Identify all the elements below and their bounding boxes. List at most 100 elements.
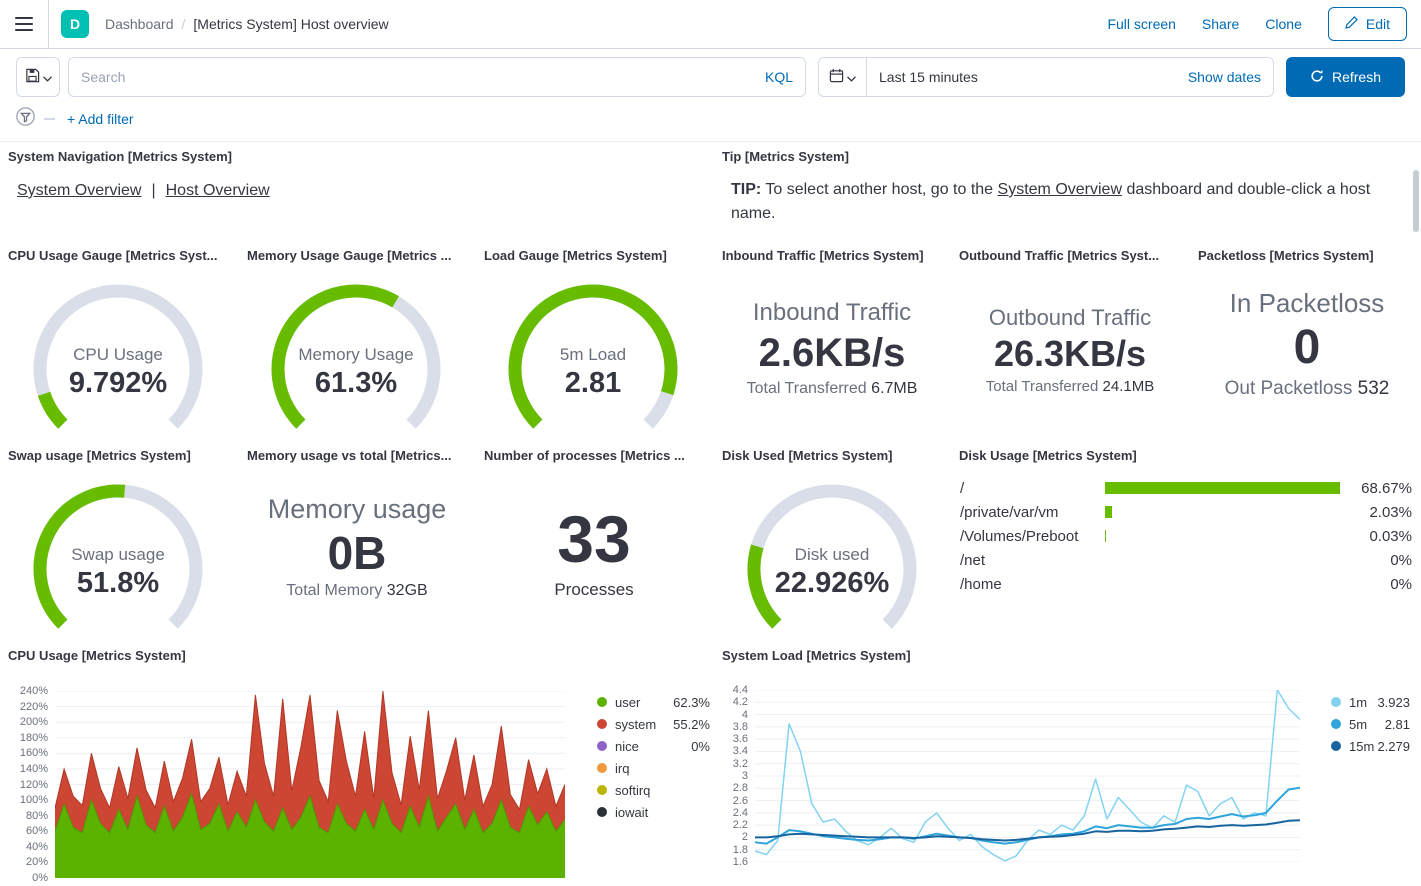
panel-title-processes: Number of processes [Metrics ... bbox=[484, 448, 685, 463]
disk-mount-label: /Volumes/Preboot bbox=[960, 527, 1079, 545]
disk-usage-bar bbox=[1105, 578, 1340, 590]
panel-title-inbound: Inbound Traffic [Metrics System] bbox=[722, 248, 924, 263]
disk-usage-bar bbox=[1105, 506, 1340, 518]
edit-button[interactable]: Edit bbox=[1327, 7, 1407, 41]
legend-item[interactable]: system 55.2% bbox=[597, 713, 710, 735]
tip-system-overview-link[interactable]: System Overview bbox=[997, 181, 1122, 198]
panel-title-load-chart: System Load [Metrics System] bbox=[722, 648, 911, 663]
disk-mount-label: / bbox=[960, 479, 965, 497]
hamburger-menu-icon[interactable] bbox=[0, 0, 49, 48]
legend-item[interactable]: 1m 3.923 bbox=[1331, 691, 1410, 713]
gauge-label: Disk used bbox=[794, 545, 870, 564]
system-load-chart bbox=[754, 689, 1301, 863]
top-actions: Full screen Share Clone Edit bbox=[1107, 7, 1421, 41]
refresh-button[interactable]: Refresh bbox=[1286, 57, 1405, 97]
space-logo[interactable]: D bbox=[61, 10, 89, 38]
full-screen-link[interactable]: Full screen bbox=[1107, 16, 1176, 32]
scrollbar[interactable] bbox=[1413, 170, 1419, 232]
legend-value: 2.81 bbox=[1384, 716, 1410, 732]
legend-color-dot bbox=[1331, 719, 1341, 729]
filter-divider bbox=[44, 118, 55, 120]
share-link[interactable]: Share bbox=[1201, 16, 1240, 32]
saved-query-button[interactable] bbox=[16, 57, 60, 97]
disk-mount-label: /home bbox=[960, 575, 1002, 593]
gauge-value: 61.3% bbox=[314, 367, 398, 399]
disk-usage-value: 0% bbox=[1390, 551, 1412, 569]
gauge-label: CPU Usage bbox=[73, 345, 163, 364]
disk-usage-row: / 68.67% bbox=[960, 476, 1412, 500]
metric-value: 0 bbox=[1293, 321, 1321, 374]
panel-title-outbound: Outbound Traffic [Metrics Syst... bbox=[959, 248, 1160, 263]
legend-label: system bbox=[615, 716, 657, 732]
processes-metric: 33 Processes bbox=[475, 504, 713, 600]
legend-label: iowait bbox=[615, 804, 649, 820]
memory-vs-total-metric: Memory usage 0B Total Memory 32GB bbox=[238, 492, 476, 600]
filter-icon[interactable] bbox=[16, 107, 35, 131]
metric-label: Outbound Traffic bbox=[988, 305, 1152, 330]
gauge-value: 9.792% bbox=[68, 367, 168, 399]
metric-label: Inbound Traffic bbox=[752, 299, 912, 326]
refresh-button-label: Refresh bbox=[1331, 69, 1382, 85]
panel-title-disk-usage: Disk Usage [Metrics System] bbox=[959, 448, 1137, 463]
pencil-icon bbox=[1345, 16, 1358, 32]
disk-usage-row: /home 0% bbox=[960, 572, 1412, 596]
add-filter-link[interactable]: + Add filter bbox=[67, 111, 134, 127]
clone-link[interactable]: Clone bbox=[1265, 16, 1302, 32]
disk-usage-bar bbox=[1105, 554, 1340, 566]
tip-text-after: dashboard and double-click a host name. bbox=[731, 181, 1371, 222]
page-title: [Metrics System] Host overview bbox=[193, 16, 389, 32]
metric-secondary: Total Memory 32GB bbox=[238, 582, 476, 600]
legend-label: 1m bbox=[1349, 694, 1368, 710]
legend-label: user bbox=[615, 694, 641, 710]
cpu-usage-legend: user 62.3% system 55.2% nice 0% irq softirq iowa… bbox=[597, 691, 710, 823]
query-bar: KQL Last 15 minutes Show dates Refresh bbox=[0, 49, 1421, 142]
nav-separator: | bbox=[151, 182, 156, 199]
legend-value: 3.923 bbox=[1377, 694, 1410, 710]
inbound-traffic-metric: Inbound Traffic 2.6KB/s Total Transferre… bbox=[713, 298, 951, 398]
disk-usage-row: /private/var/vm 2.03% bbox=[960, 500, 1412, 524]
disk-mount-label: /net bbox=[960, 551, 986, 569]
legend-item[interactable]: softirq bbox=[597, 779, 710, 801]
legend-color-dot bbox=[597, 807, 607, 817]
gauge-value: 51.8% bbox=[76, 567, 160, 599]
panel-title-tip: Tip [Metrics System] bbox=[722, 149, 849, 164]
metric-value: 2.6KB/s bbox=[758, 331, 906, 375]
legend-item[interactable]: irq bbox=[597, 757, 710, 779]
metric-value: 33 bbox=[557, 502, 631, 576]
calendar-button[interactable] bbox=[819, 58, 867, 96]
legend-color-dot bbox=[1331, 697, 1341, 707]
panel-title-cpu-gauge: CPU Usage Gauge [Metrics Syst... bbox=[8, 248, 218, 263]
disk-used-gauge: Disk used 22.926% bbox=[732, 481, 932, 641]
panel-title-cpu-chart: CPU Usage [Metrics System] bbox=[8, 648, 186, 663]
gauge-label: 5m Load bbox=[559, 345, 627, 364]
kql-toggle[interactable]: KQL bbox=[764, 69, 793, 85]
legend-value: 0% bbox=[691, 738, 710, 754]
legend-item[interactable]: nice 0% bbox=[597, 735, 710, 757]
panel-title-load-gauge: Load Gauge [Metrics System] bbox=[484, 248, 667, 263]
system-overview-link[interactable]: System Overview bbox=[17, 182, 142, 199]
legend-item[interactable]: user 62.3% bbox=[597, 691, 710, 713]
breadcrumb-separator: / bbox=[181, 16, 186, 32]
refresh-icon bbox=[1310, 69, 1324, 86]
legend-item[interactable]: 5m 2.81 bbox=[1331, 713, 1410, 735]
legend-value: 55.2% bbox=[673, 716, 710, 732]
time-range-value[interactable]: Last 15 minutes bbox=[879, 69, 978, 85]
show-dates-link[interactable]: Show dates bbox=[1187, 69, 1261, 85]
breadcrumb-dashboard[interactable]: Dashboard bbox=[105, 16, 174, 32]
tip-text-before: To select another host, go to the bbox=[765, 181, 994, 198]
metric-secondary-value: 24.1MB bbox=[1102, 378, 1155, 395]
legend-item[interactable]: 15m 2.279 bbox=[1331, 735, 1410, 757]
host-overview-link[interactable]: Host Overview bbox=[165, 182, 270, 199]
metric-label: Processes bbox=[554, 580, 634, 599]
disk-usage-row: /net 0% bbox=[960, 548, 1412, 572]
gauge-label: Memory Usage bbox=[298, 345, 414, 364]
edit-button-label: Edit bbox=[1365, 16, 1390, 32]
cpu-usage-gauge: CPU Usage 9.792% bbox=[18, 281, 218, 441]
legend-color-dot bbox=[1331, 741, 1341, 751]
system-navigation-links: System Overview | Host Overview bbox=[17, 182, 270, 200]
search-input[interactable] bbox=[81, 69, 757, 85]
disk-usage-row: /Volumes/Preboot 0.03% bbox=[960, 524, 1412, 548]
disk-usage-bar bbox=[1105, 530, 1340, 542]
legend-item[interactable]: iowait bbox=[597, 801, 710, 823]
system-load-legend: 1m 3.923 5m 2.81 15m 2.279 bbox=[1331, 691, 1410, 757]
